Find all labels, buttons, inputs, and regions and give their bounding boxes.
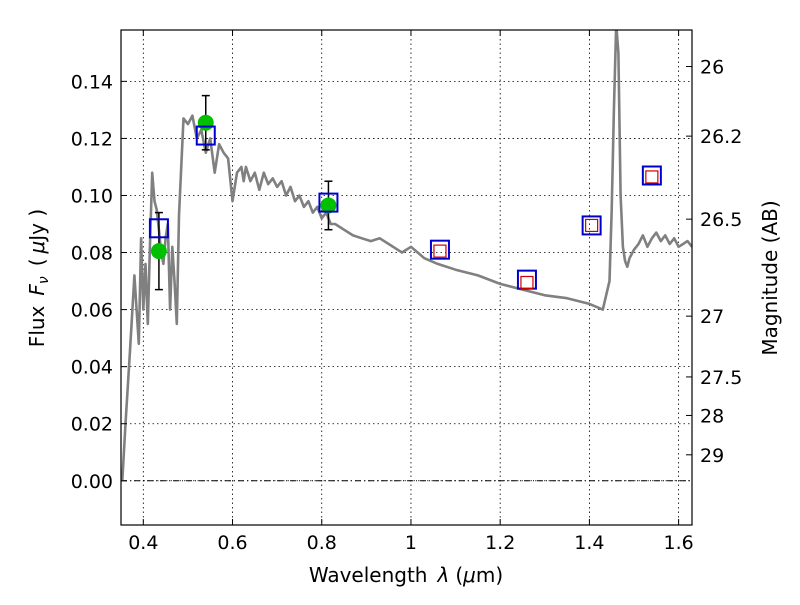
axis-ticks: 0.4 0.6 0.8 1 1.2 1.4 1.6 0.00 0.02 0.04 0.06 0.08 0…: [71, 30, 742, 554]
y-tick-label: 0.04: [71, 357, 113, 379]
x-axis-label: Wavelength λ (μm): [309, 563, 503, 587]
y-tick-label: 0.12: [71, 128, 113, 150]
y-axis-label: FluxFν(μJy ): [25, 209, 52, 347]
y2-axis-label: Magnitude (AB): [758, 200, 782, 355]
model-flux-square: [429, 239, 450, 260]
predicted-flux-square: [585, 218, 599, 233]
x-tick-label: 1: [405, 532, 417, 554]
plot-frame: [120, 29, 693, 526]
y-tick-label: 0.02: [71, 414, 113, 436]
y-tick-label: 0.10: [71, 185, 113, 207]
y2-tick-label: 26.5: [700, 209, 742, 231]
y2-tick-label: 26.2: [700, 126, 742, 148]
x-tick-label: 0.8: [307, 532, 337, 554]
predicted-flux-square: [645, 170, 659, 184]
x-tick-label: 1.4: [574, 532, 604, 554]
y2-tick-label: 26: [700, 57, 724, 79]
y2-tick-label: 27: [700, 306, 724, 328]
y-tick-label: 0.14: [71, 71, 113, 93]
observed-flux-point: [150, 243, 167, 260]
model-flux-square: [641, 165, 662, 186]
x-tick-label: 1.2: [485, 532, 515, 554]
observed-flux-point: [320, 197, 337, 214]
predicted-flux-square: [433, 244, 447, 258]
model-flux-square: [195, 125, 216, 146]
x-tick-label: 0.6: [217, 532, 247, 554]
model-flux-square: [148, 218, 169, 239]
y2-tick-label: 27.5: [700, 367, 742, 389]
x-tick-label: 0.4: [128, 532, 158, 554]
y2-tick-label: 29: [700, 445, 724, 467]
model-flux-square: [318, 192, 339, 213]
y-tick-label: 0.08: [71, 243, 113, 265]
y-tick-label: 0.00: [71, 471, 113, 493]
y-tick-label: 0.06: [71, 300, 113, 322]
predicted-flux-square: [520, 275, 534, 290]
x-tick-label: 1.6: [664, 532, 694, 554]
y2-tick-label: 28: [700, 405, 724, 427]
grid-lines: [121, 30, 692, 525]
photometry-markers: [148, 94, 662, 291]
observed-flux-point: [197, 114, 214, 131]
model-flux-square: [581, 215, 602, 236]
